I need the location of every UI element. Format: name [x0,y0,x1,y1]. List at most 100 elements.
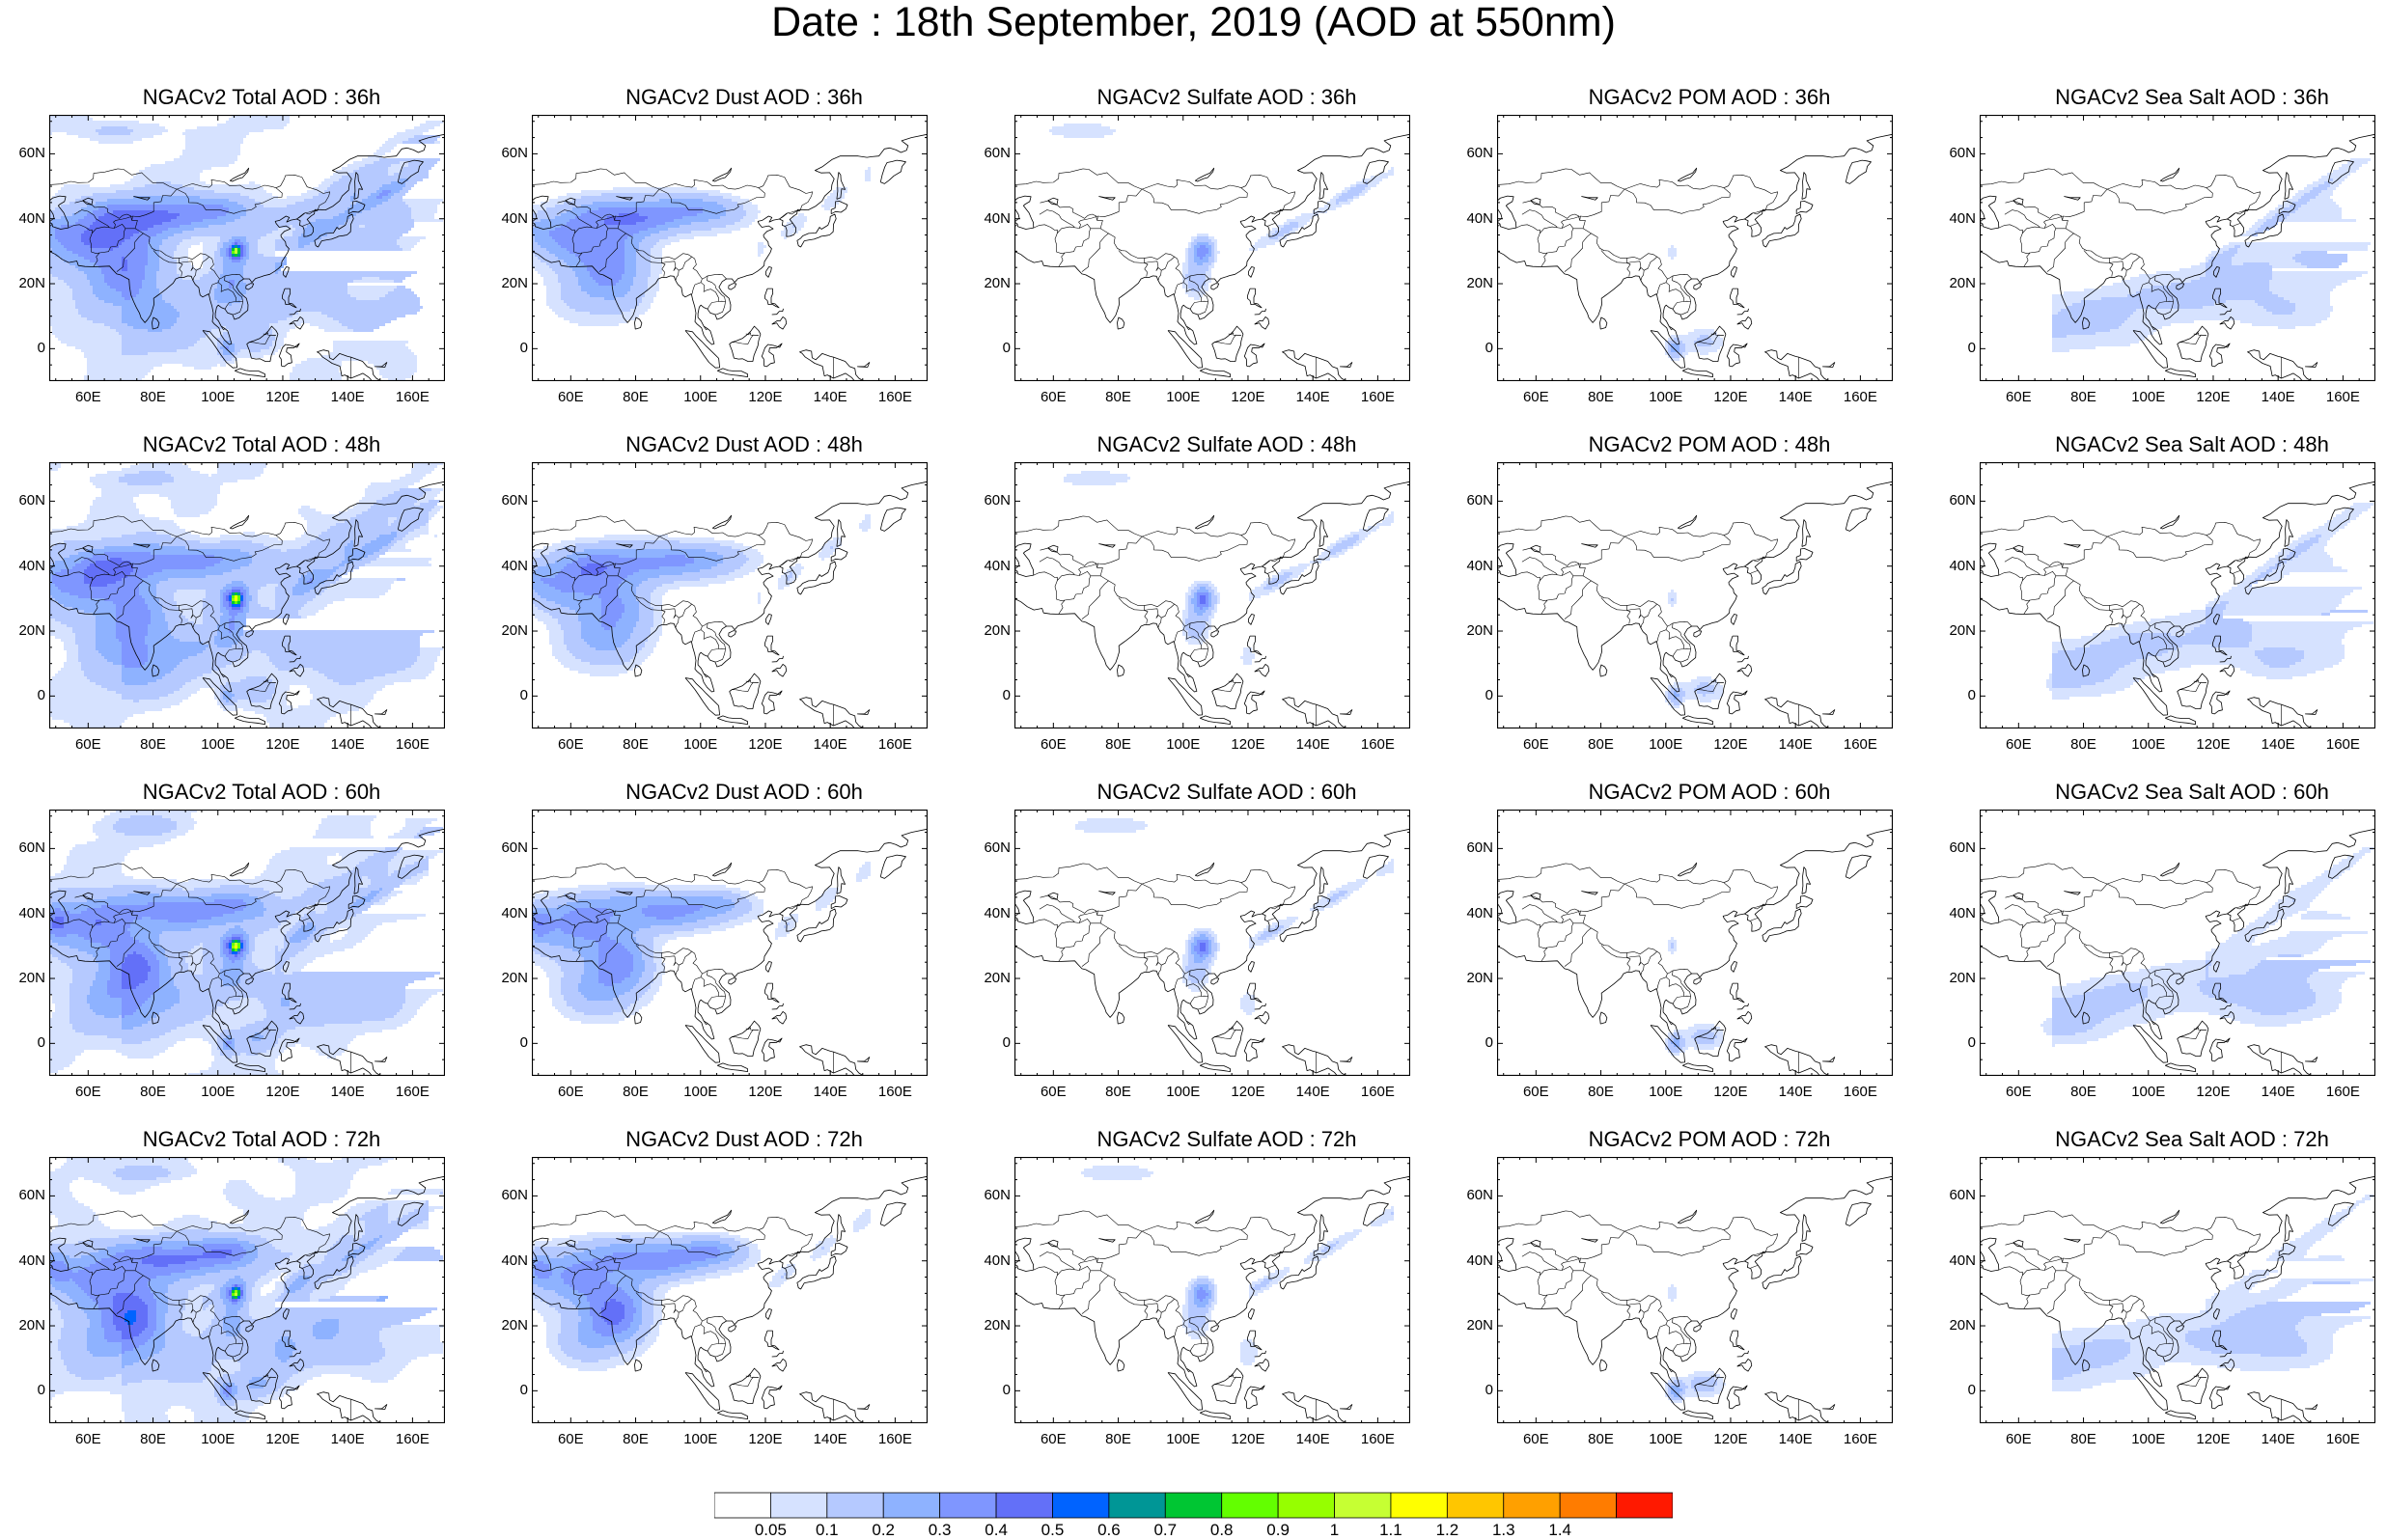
lon-tick-label: 160E [877,736,912,753]
aod-shading [49,115,443,381]
lat-tick-label: 60N [984,145,1011,162]
lon-tick-label: 120E [1231,1084,1265,1100]
lon-tick-label: 140E [2261,736,2295,753]
lon-tick-label: 60E [74,1084,101,1100]
aod-shading [532,167,871,326]
lat-tick-label: 20N [984,622,1011,640]
coastlines [1014,481,1410,729]
lat-tick-label: 20N [1466,275,1493,292]
aod-shading [2046,503,2373,700]
aod-shading [1049,124,1394,300]
aod-shading [532,514,871,676]
lon-tick-label: 100E [201,1084,236,1100]
aod-shading [532,1209,871,1371]
aod-map [1014,1157,1410,1423]
lon-tick-label: 60E [557,1431,584,1447]
map-frame [532,810,928,1076]
map-frame [1014,462,1410,729]
aod-shading [2052,158,2371,352]
panel-title: NGACv2 Dust AOD : 48h [625,432,863,456]
map-frame [1980,115,2375,381]
map-frame [1497,810,1893,1076]
coastlines [1980,481,2375,729]
lon-tick-label: 60E [2005,1431,2032,1447]
lat-tick-label: 40N [984,1251,1011,1269]
panel-title: NGACv2 Dust AOD : 36h [625,85,863,109]
colorbar-label: 1.2 [1435,1521,1459,1539]
panel-title: NGACv2 POM AOD : 36h [1588,85,1831,109]
lon-tick-label: 60E [1522,389,1549,405]
lat-tick-label: 40N [501,557,528,574]
panel-title: NGACv2 Sea Salt AOD : 60h [2055,780,2329,804]
map-frame [1014,810,1410,1076]
lat-tick-label: 60N [1466,492,1493,509]
aod-shading [2040,847,2373,1047]
lat-tick-label: 20N [984,970,1011,987]
coastlines [1497,1175,1893,1423]
aod-map [49,115,445,381]
map-panel: NGACv2 Sulfate AOD : 60h 60N 40N 20N 0 60E 80E… [984,780,1468,1127]
colorbar-swatch [1164,1492,1223,1519]
lat-tick-label: 20N [1949,1317,1976,1334]
lon-tick-label: 80E [140,389,166,405]
axis-ticks [1497,115,1893,381]
lat-tick-label: 60N [18,839,45,857]
aod-map [1980,1157,2375,1423]
lon-tick-label: 160E [2325,736,2360,753]
lat-tick-label: 0 [519,1034,528,1052]
map-panel: NGACv2 Total AOD : 72h 60N 40N 20N 0 60E 80E 10… [18,1127,503,1474]
lon-tick-label: 160E [1360,1431,1395,1447]
map-panel: NGACv2 POM AOD : 48h 60N 40N 20N 0 60E 80E 100E… [1466,432,1951,780]
lat-tick-label: 60N [1466,839,1493,857]
lon-tick-label: 80E [1588,736,1614,753]
colorbar-label: 1.4 [1548,1521,1571,1539]
lon-tick-label: 60E [1522,1431,1549,1447]
aod-shading [2052,1195,2373,1391]
panel-title: NGACv2 Total AOD : 36h [142,85,381,109]
lon-tick-label: 80E [623,736,649,753]
lon-tick-label: 160E [1360,389,1395,405]
panel-title: NGACv2 Dust AOD : 60h [625,780,863,804]
colorbar-swatch [882,1492,941,1519]
aod-shading [1665,245,1723,361]
lon-tick-label: 160E [2325,1084,2360,1100]
lon-tick-label: 100E [683,1431,718,1447]
coastlines [1980,133,2375,381]
colorbar-swatch [939,1492,997,1519]
panel-title: NGACv2 Sulfate AOD : 36h [1096,85,1357,109]
lat-tick-label: 40N [18,904,45,921]
lon-tick-label: 140E [1778,389,1813,405]
lon-tick-label: 80E [1588,389,1614,405]
lat-tick-label: 20N [18,622,45,640]
lat-tick-label: 60N [501,492,528,509]
coastlines [49,1175,445,1423]
lon-tick-label: 140E [1295,389,1330,405]
lat-tick-label: 0 [519,340,528,357]
lon-tick-label: 120E [748,1084,783,1100]
map-frame [532,1157,928,1423]
coastlines [1014,828,1410,1076]
lon-tick-label: 160E [1360,736,1395,753]
colorbar-swatch [770,1492,828,1519]
aod-map [1980,115,2375,381]
lat-tick-label: 60N [501,839,528,857]
lat-tick-label: 40N [501,1251,528,1269]
lon-tick-label: 140E [2261,389,2295,405]
lon-tick-label: 140E [1295,1431,1330,1447]
lat-tick-label: 40N [1949,1251,1976,1269]
lat-tick-label: 60N [18,492,45,509]
lon-tick-label: 120E [2196,389,2231,405]
lat-tick-label: 40N [18,209,45,227]
lon-tick-label: 140E [1295,736,1330,753]
colorbar-label: 0.3 [928,1521,952,1539]
aod-shading [49,462,443,729]
aod-map [1014,810,1410,1076]
lon-tick-label: 80E [2070,1431,2096,1447]
lat-tick-label: 0 [1967,340,1976,357]
map-frame [49,115,445,381]
lon-tick-label: 60E [557,389,584,405]
lon-tick-label: 140E [813,1431,847,1447]
lat-tick-label: 20N [18,1317,45,1334]
lat-tick-label: 60N [1949,1187,1976,1204]
panel-title: NGACv2 POM AOD : 60h [1588,780,1831,804]
